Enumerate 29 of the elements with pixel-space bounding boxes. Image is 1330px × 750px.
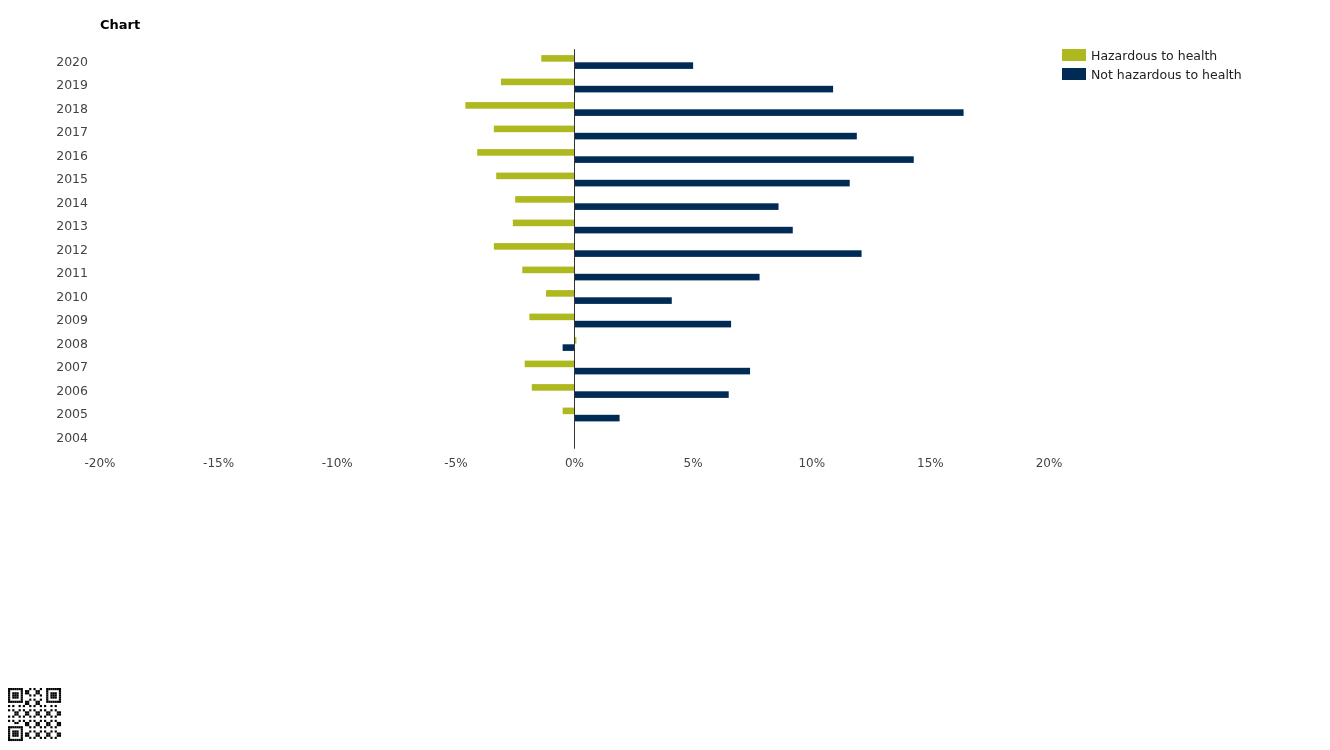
y-tick-label: 2015 <box>56 171 88 186</box>
chart-title: Chart <box>100 17 141 32</box>
x-tick-label: -15% <box>203 455 235 470</box>
legend-label: Not hazardous to health <box>1091 66 1242 82</box>
y-tick-label: 2014 <box>56 194 89 210</box>
x-tick-label: 15% <box>917 455 944 470</box>
y-tick-label: 2007 <box>56 359 88 374</box>
y-tick-label: 2012 <box>56 241 88 257</box>
y-tick-label: 2019 <box>56 77 89 92</box>
y-tick-label: 2010 <box>56 288 89 304</box>
y-tick-label: 2004 <box>56 429 89 445</box>
y-tick-label: 2013 <box>56 218 88 233</box>
legend-label: Hazardous to health <box>1091 47 1218 63</box>
x-tick-label: -5% <box>444 455 468 470</box>
y-tick-label: 2005 <box>56 406 88 421</box>
x-tick-label: -10% <box>321 455 353 470</box>
y-tick-label: 2006 <box>56 382 89 398</box>
y-tick-label: 2020 <box>56 53 89 69</box>
y-tick-label: 2017 <box>56 124 88 139</box>
x-tick-label: -20% <box>84 455 116 470</box>
y-tick-label: 2009 <box>56 312 89 327</box>
y-tick-label: 2016 <box>56 147 89 163</box>
x-tick-label: 10% <box>798 455 826 470</box>
y-tick-label: 2008 <box>56 335 89 351</box>
x-tick-label: 0% <box>564 455 585 470</box>
x-tick-label: 5% <box>683 455 703 470</box>
y-tick-label: 2018 <box>56 100 89 116</box>
y-tick-label: 2011 <box>56 265 88 280</box>
x-tick-label: 20% <box>1035 455 1063 470</box>
